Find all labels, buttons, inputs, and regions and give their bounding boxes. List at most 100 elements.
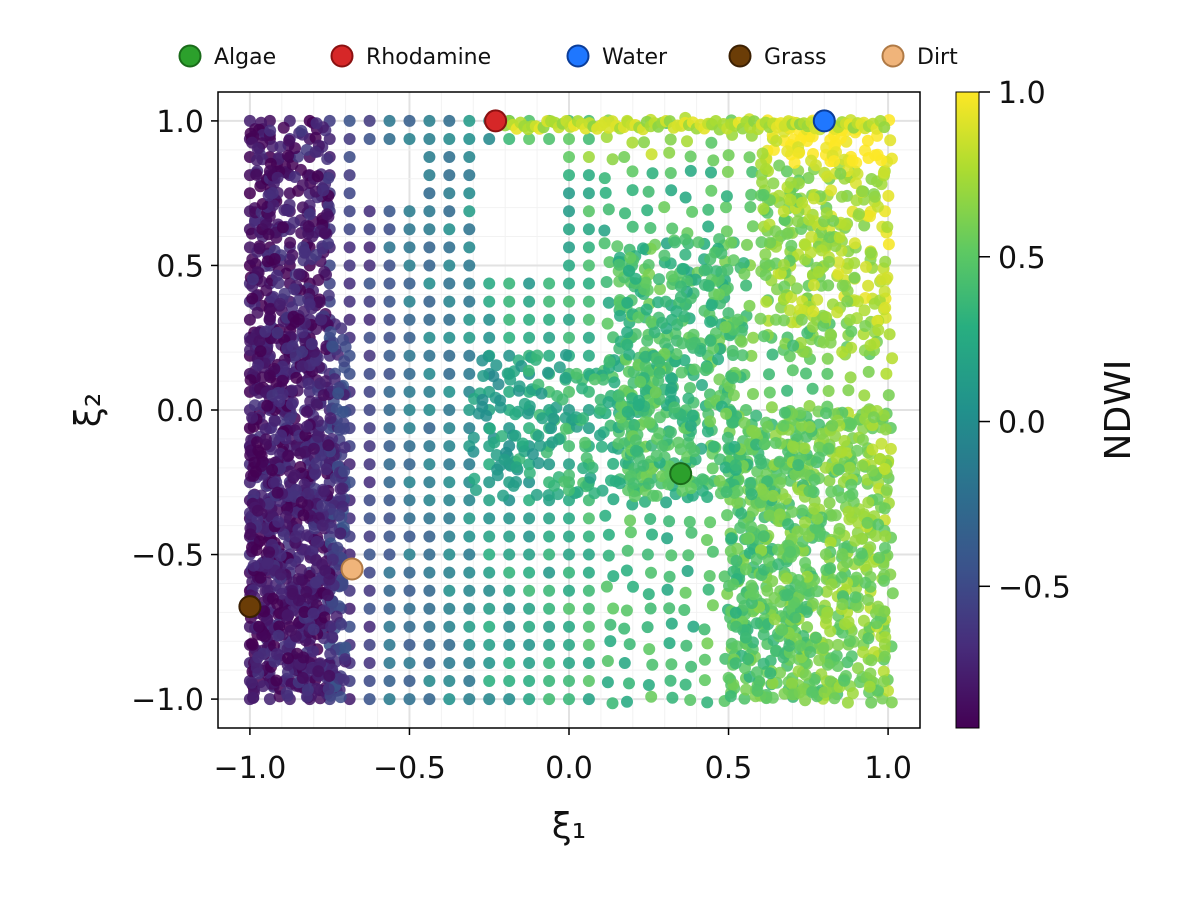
cloud-point — [251, 142, 264, 155]
cloud-point — [884, 442, 897, 455]
cloud-point — [543, 133, 556, 145]
cloud-point — [504, 373, 517, 386]
cloud-point — [612, 390, 625, 403]
cloud-point — [310, 535, 323, 548]
cloud-point — [846, 687, 859, 700]
cloud-point — [383, 494, 396, 507]
cloud-point — [582, 349, 595, 362]
cloud-point — [681, 565, 694, 577]
legend-label: Water — [602, 45, 668, 70]
cloud-point — [443, 476, 456, 489]
cloud-point — [654, 283, 666, 296]
cloud-point — [322, 237, 335, 250]
cloud-point — [523, 512, 536, 525]
cloud-point — [577, 462, 590, 475]
cloud-point — [674, 291, 687, 304]
cloud-point — [730, 640, 743, 653]
cloud-point — [563, 548, 575, 561]
colorbar-tick-label: −0.5 — [998, 570, 1071, 605]
cloud-point — [273, 297, 286, 310]
cloud-point — [443, 349, 456, 362]
cloud-point — [546, 436, 559, 449]
cloud-point — [739, 631, 752, 644]
cloud-point — [842, 384, 855, 397]
cloud-point — [785, 239, 798, 252]
cloud-point — [702, 203, 715, 216]
cloud-point — [264, 124, 277, 137]
cloud-point — [698, 623, 711, 636]
cloud-point — [731, 496, 744, 509]
cloud-point — [766, 677, 779, 690]
cloud-point — [293, 268, 306, 281]
cloud-point — [582, 151, 595, 163]
cloud-point — [878, 574, 890, 587]
cloud-point — [558, 475, 571, 488]
cloud-point — [383, 620, 396, 633]
cloud-point — [280, 686, 293, 699]
cloud-point — [423, 187, 436, 200]
cloud-point — [322, 289, 335, 302]
legend-item-rhodamine: Rhodamine — [330, 44, 491, 70]
legend: Algae Rhodamine Water Grass Dirt — [178, 44, 958, 70]
cloud-point — [653, 273, 665, 286]
cloud-point — [543, 566, 556, 579]
cloud-point — [642, 588, 655, 601]
cloud-point — [774, 476, 786, 489]
cloud-point — [383, 675, 396, 687]
cloud-point — [563, 584, 575, 597]
cloud-point — [267, 476, 280, 489]
cloud-point — [639, 384, 652, 397]
cloud-point — [643, 416, 656, 429]
cloud-point — [684, 382, 696, 394]
cloud-point — [284, 236, 297, 249]
cloud-point — [769, 437, 782, 449]
cloud-point — [878, 650, 891, 663]
cloud-point — [810, 631, 822, 644]
cloud-point — [274, 140, 287, 153]
cloud-point — [872, 518, 885, 531]
cloud-point — [563, 241, 575, 254]
legend-label: Dirt — [917, 45, 958, 70]
cloud-point — [726, 344, 739, 357]
cloud-point — [668, 401, 681, 414]
cloud-point — [423, 385, 436, 398]
cloud-point — [463, 187, 476, 200]
cloud-point — [403, 693, 416, 706]
cloud-point — [282, 449, 295, 462]
cloud-point — [296, 360, 309, 373]
cloud-point — [250, 544, 263, 556]
cloud-point — [647, 489, 660, 502]
cloud-point — [423, 620, 436, 633]
cloud-point — [622, 264, 635, 277]
cloud-point — [423, 114, 436, 127]
cloud-point — [582, 205, 595, 218]
cloud-point — [272, 515, 285, 528]
cloud-point — [260, 284, 273, 297]
cloud-point — [822, 385, 835, 397]
cloud-point — [283, 134, 296, 147]
cloud-point — [443, 331, 456, 344]
legend-item-dirt: Dirt — [881, 44, 958, 70]
cloud-point — [832, 638, 844, 651]
cloud-point — [423, 458, 436, 471]
cloud-point — [383, 404, 396, 416]
cloud-point — [866, 443, 879, 456]
cloud-point — [821, 352, 834, 365]
cloud-point — [543, 602, 556, 615]
cloud-point — [656, 439, 669, 452]
cloud-point — [491, 469, 504, 482]
cloud-point — [283, 412, 296, 425]
cloud-point — [314, 377, 326, 390]
cloud-point — [483, 566, 496, 579]
cloud-point — [623, 348, 636, 361]
cloud-point — [262, 228, 275, 241]
cloud-point — [463, 169, 476, 182]
cloud-point — [582, 548, 595, 561]
cloud-point — [682, 392, 695, 405]
cloud-point — [624, 526, 637, 539]
cloud-point — [268, 362, 281, 375]
cloud-point — [845, 341, 858, 354]
cloud-point — [808, 673, 821, 686]
cloud-point — [880, 367, 893, 380]
cloud-point — [685, 482, 697, 495]
